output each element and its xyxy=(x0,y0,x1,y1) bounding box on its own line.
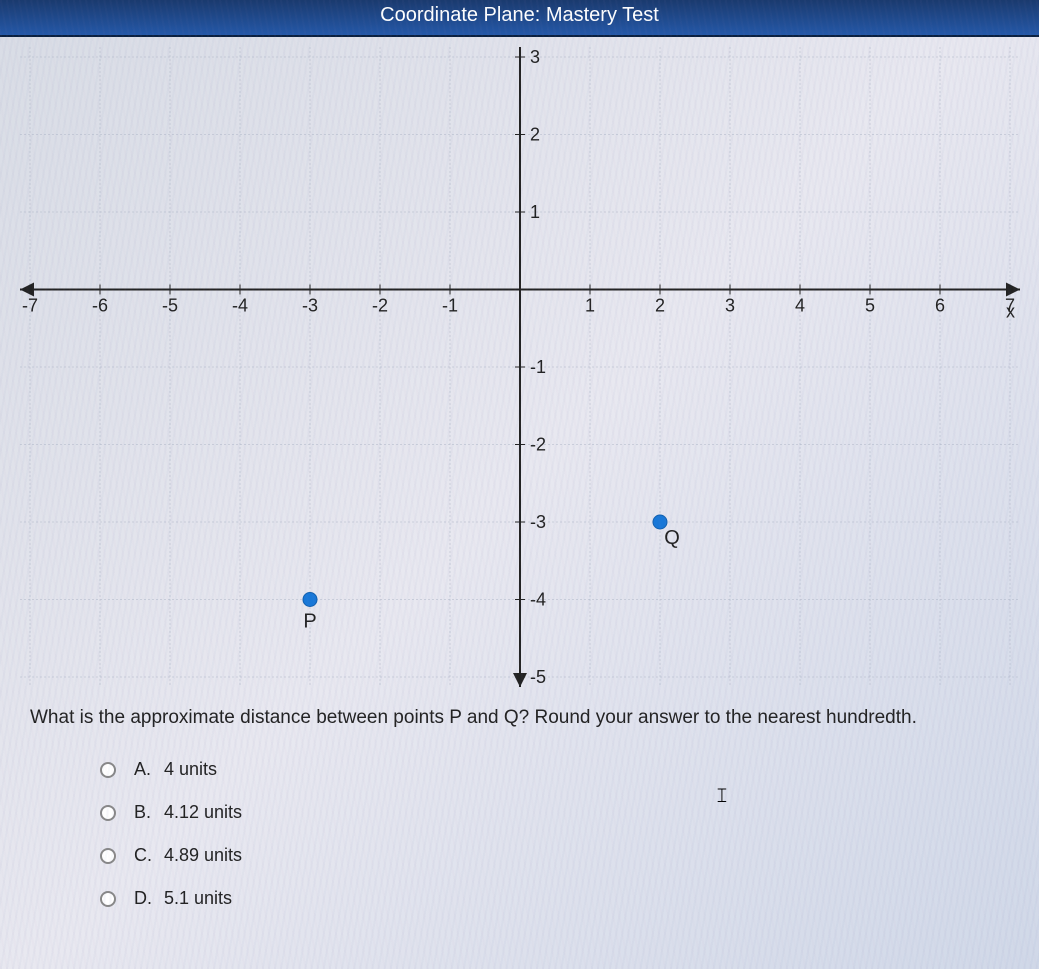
y-tick-label: -4 xyxy=(530,590,546,610)
question-area: What is the approximate distance between… xyxy=(0,687,1039,909)
page-header: Coordinate Plane: Mastery Test xyxy=(0,0,1039,37)
x-axis-label: x xyxy=(1006,302,1015,322)
y-tick-label: -2 xyxy=(530,435,546,455)
y-tick-label: -1 xyxy=(530,357,546,377)
plot-point-p xyxy=(303,593,317,607)
option-text: 4 units xyxy=(164,759,217,780)
text-cursor-icon: 𝙸 xyxy=(715,785,729,808)
answer-option-a[interactable]: A.4 units xyxy=(100,759,1009,780)
point-label-p: P xyxy=(303,611,316,633)
answer-options: A.4 units B.4.12 units C.4.89 units D.5.1 u… xyxy=(30,759,1009,909)
answer-option-b[interactable]: B.4.12 units xyxy=(100,802,1009,823)
option-letter: B. xyxy=(134,802,164,823)
x-tick-label: -3 xyxy=(301,296,317,316)
x-tick-label: 6 xyxy=(934,296,944,316)
option-letter: A. xyxy=(134,759,164,780)
x-tick-label: -5 xyxy=(161,296,177,316)
y-tick-label: -3 xyxy=(530,512,546,532)
y-tick-label: -5 xyxy=(530,667,546,687)
x-tick-label: -4 xyxy=(231,296,247,316)
option-text: 4.89 units xyxy=(164,845,242,866)
radio-icon[interactable] xyxy=(100,891,116,907)
option-letter: D. xyxy=(134,888,164,909)
arrow-down-icon xyxy=(513,673,527,687)
x-tick-label: 2 xyxy=(654,296,664,316)
radio-icon[interactable] xyxy=(100,848,116,864)
arrow-right-icon xyxy=(1006,283,1020,297)
answer-option-c[interactable]: C.4.89 units xyxy=(100,845,1009,866)
point-label-q: Q xyxy=(664,527,680,549)
header-title: Coordinate Plane: Mastery Test xyxy=(380,4,659,26)
question-text: What is the approximate distance between… xyxy=(30,707,1009,729)
x-tick-label: 4 xyxy=(794,296,804,316)
option-text: 5.1 units xyxy=(164,888,232,909)
arrow-left-icon xyxy=(20,283,34,297)
chart-svg: -7-6-5-4-3-2-11234567321-1-2-3-4-5xPQ xyxy=(20,47,1020,687)
x-tick-label: 5 xyxy=(864,296,874,316)
y-tick-label: 1 xyxy=(530,202,540,222)
y-tick-label: 2 xyxy=(530,125,540,145)
option-text: 4.12 units xyxy=(164,802,242,823)
x-tick-label: 1 xyxy=(584,296,594,316)
x-tick-label: -7 xyxy=(21,296,37,316)
radio-icon[interactable] xyxy=(100,805,116,821)
y-tick-label: 3 xyxy=(530,47,540,67)
answer-option-d[interactable]: D.5.1 units xyxy=(100,888,1009,909)
radio-icon[interactable] xyxy=(100,762,116,778)
option-letter: C. xyxy=(134,845,164,866)
coordinate-plane-chart: -7-6-5-4-3-2-11234567321-1-2-3-4-5xPQ xyxy=(20,47,1020,687)
x-tick-label: -1 xyxy=(441,296,457,316)
x-tick-label: -6 xyxy=(91,296,107,316)
x-tick-label: -2 xyxy=(371,296,387,316)
x-tick-label: 3 xyxy=(724,296,734,316)
